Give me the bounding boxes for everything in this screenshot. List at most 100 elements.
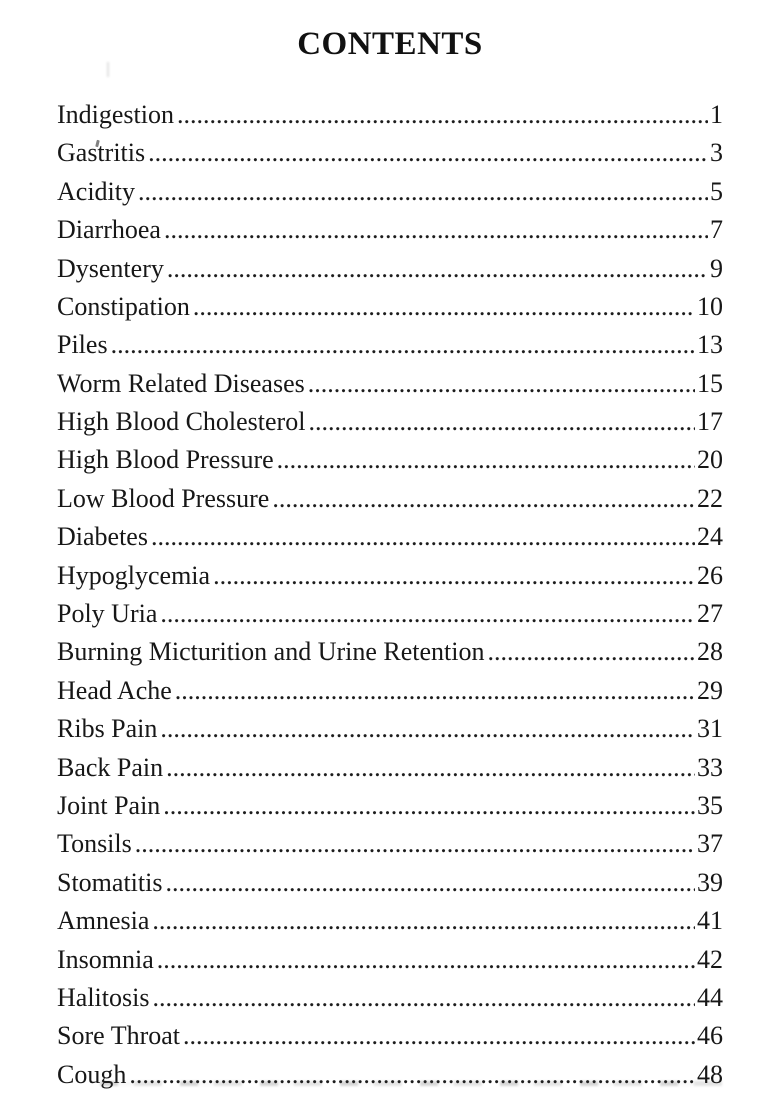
dot-leader: ........................................…: [192, 291, 695, 321]
toc-entry-title: High Blood Pressure: [57, 445, 274, 475]
toc-entry: Ribs Pain ..............................…: [57, 710, 723, 748]
dot-leader: ........................................…: [213, 560, 695, 590]
toc-entry-title: Piles: [57, 330, 108, 360]
dot-leader: ........................................…: [308, 407, 695, 437]
toc-entry: Worm Related Diseases ..................…: [57, 365, 723, 403]
dot-leader: ........................................…: [150, 522, 695, 552]
dot-leader: ........................................…: [138, 176, 708, 206]
toc-entry-page: 31: [697, 714, 723, 744]
toc-entry: Gastritis ..............................…: [57, 134, 723, 172]
dot-leader: ........................................…: [160, 714, 695, 744]
toc-entry-title: Gastritis: [57, 138, 146, 168]
dot-leader: ........................................…: [156, 944, 695, 974]
toc-entry-title: Indigestion: [57, 99, 174, 129]
toc-entry-page: 13: [697, 330, 723, 360]
toc-entry-title: Amnesia: [57, 906, 150, 936]
toc-entry: Low Blood Pressure .....................…: [57, 480, 723, 518]
toc-entry-title: Poly Uria: [57, 599, 158, 629]
toc-entry-page: 20: [697, 445, 723, 475]
toc-entry: Piles ..................................…: [57, 326, 723, 364]
toc-entry-page: 10: [697, 291, 723, 321]
toc-entry-title: Joint Pain: [57, 790, 161, 820]
toc-entry-page: 33: [697, 752, 723, 782]
toc-entry-title: Acidity: [57, 176, 135, 206]
toc-entry-title: Worm Related Diseases: [57, 368, 305, 398]
toc-entry: Constipation ...........................…: [57, 288, 723, 326]
toc-entry-page: 27: [697, 599, 723, 629]
dot-leader: ........................................…: [152, 982, 695, 1012]
toc-entry-title: Head Ache: [57, 675, 172, 705]
toc-entry-page: 17: [697, 407, 723, 437]
toc-entry-page: 3: [710, 138, 723, 168]
toc-entry-title: Cough: [57, 1059, 127, 1089]
toc-entry-title: Sore Throat: [57, 1021, 180, 1051]
toc-entry-title: Ribs Pain: [57, 714, 158, 744]
dot-leader: ........................................…: [148, 138, 708, 168]
toc-entry-title: Burning Micturition and Urine Retention: [57, 637, 485, 667]
toc-entry-page: 15: [697, 368, 723, 398]
toc-entry: Hypoglycemia ...........................…: [57, 557, 723, 595]
toc-entry-title: Dysentery: [57, 253, 164, 283]
toc-entry: Amnesia ................................…: [57, 902, 723, 940]
toc-entry-page: 9: [710, 253, 723, 283]
toc-entry-page: 5: [710, 176, 723, 206]
dot-leader: ........................................…: [177, 99, 708, 129]
dot-leader: ........................................…: [129, 1059, 695, 1089]
toc-entry: Tonsils ................................…: [57, 825, 723, 863]
scan-smudge: [100, 1081, 740, 1086]
dot-leader: ........................................…: [174, 675, 695, 705]
toc-entry-title: Hypoglycemia: [57, 560, 211, 590]
toc-entry-page: 48: [697, 1059, 723, 1089]
toc-entry-page: 26: [697, 560, 723, 590]
toc-entry-page: 22: [697, 483, 723, 513]
dot-leader: ........................................…: [160, 599, 695, 629]
dot-leader: ........................................…: [166, 253, 708, 283]
toc-entry-title: Tonsils: [57, 829, 132, 859]
toc-entry-title: Halitosis: [57, 982, 150, 1012]
toc-entry-page: 46: [697, 1021, 723, 1051]
toc-list: Indigestion ............................…: [57, 96, 723, 1094]
toc-entry-page: 29: [697, 675, 723, 705]
toc-entry: Stomatitis .............................…: [57, 864, 723, 902]
toc-entry-title: High Blood Cholesterol: [57, 407, 306, 437]
dot-leader: ........................................…: [152, 906, 695, 936]
toc-entry: Insomnia ...............................…: [57, 941, 723, 979]
toc-entry: Joint Pain .............................…: [57, 787, 723, 825]
toc-entry-page: 42: [697, 944, 723, 974]
toc-entry: Sore Throat ............................…: [57, 1017, 723, 1055]
toc-entry: Halitosis ..............................…: [57, 979, 723, 1017]
page-title: CONTENTS: [297, 26, 483, 62]
dot-leader: ........................................…: [163, 790, 695, 820]
dot-leader: ........................................…: [165, 867, 695, 897]
toc-entry: Poly Uria ..............................…: [57, 595, 723, 633]
toc-entry-title: Low Blood Pressure: [57, 483, 270, 513]
toc-entry-page: 28: [697, 637, 723, 667]
toc-entry-page: 35: [697, 790, 723, 820]
toc-entry-page: 41: [697, 906, 723, 936]
toc-entry: Cough ..................................…: [57, 1056, 723, 1094]
toc-entry-title: Constipation: [57, 291, 190, 321]
toc-entry-title: Back Pain: [57, 752, 164, 782]
toc-entry: Burning Micturition and Urine Retention …: [57, 633, 723, 671]
toc-entry: Acidity ................................…: [57, 173, 723, 211]
dot-leader: ........................................…: [163, 215, 708, 245]
toc-entry: Dysentery ..............................…: [57, 250, 723, 288]
toc-entry: High Blood Pressure ....................…: [57, 441, 723, 479]
scan-speck-faint: [107, 62, 109, 77]
dot-leader: ........................................…: [487, 637, 696, 667]
toc-entry-title: Stomatitis: [57, 867, 163, 897]
toc-entry-page: 39: [697, 867, 723, 897]
toc-entry: Back Pain ..............................…: [57, 749, 723, 787]
dot-leader: ........................................…: [307, 368, 695, 398]
toc-entry-page: 44: [697, 982, 723, 1012]
toc-entry-title: Diabetes: [57, 522, 148, 552]
toc-entry-page: 7: [710, 215, 723, 245]
toc-entry: Head Ache ..............................…: [57, 672, 723, 710]
dot-leader: ........................................…: [183, 1021, 695, 1051]
toc-entry-title: Diarrhoea: [57, 215, 161, 245]
toc-entry: Diabetes ...............................…: [57, 518, 723, 556]
toc-entry-page: 37: [697, 829, 723, 859]
toc-entry-page: 1: [710, 99, 723, 129]
dot-leader: ........................................…: [166, 752, 695, 782]
